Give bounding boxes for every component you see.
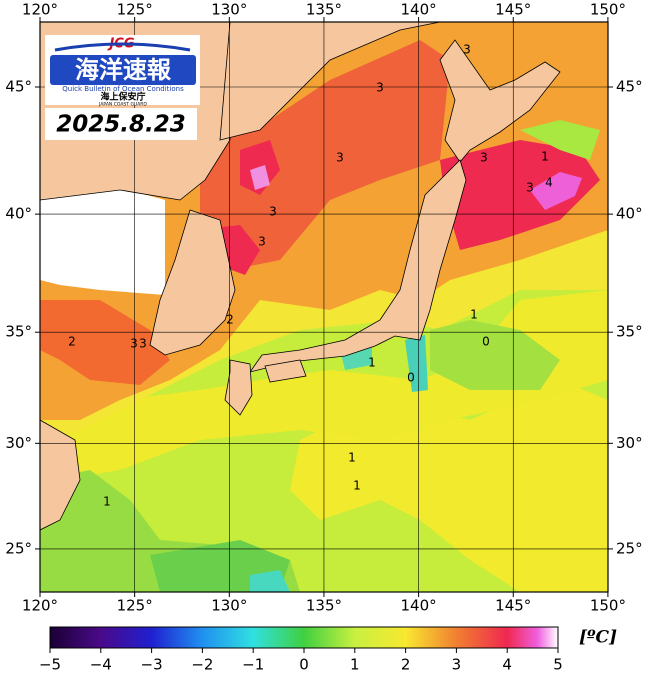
lon-label: 150° <box>590 1 626 19</box>
lat-label: 25° <box>5 539 32 557</box>
map-frame <box>39 21 609 593</box>
contour-label: 3 <box>336 151 344 165</box>
colorbar-label: 0 <box>299 656 309 674</box>
lon-label: 145° <box>495 1 531 19</box>
contour-label: 0 <box>407 371 415 385</box>
contour-label: 1 <box>470 308 478 322</box>
lon-label: 125° <box>117 1 153 19</box>
logo: JCG 海洋速報 Quick Bulletin of Ocean Conditi… <box>45 35 200 140</box>
contour-label: 3 <box>269 205 277 219</box>
contour-label: 4 <box>545 176 553 190</box>
lon-label: 145° <box>495 597 531 615</box>
lon-label: 135° <box>306 1 342 19</box>
colorbar-label: 4 <box>502 656 512 674</box>
lon-label: 120° <box>22 597 58 615</box>
lat-label: 30° <box>616 434 643 452</box>
contour-label: 1 <box>368 356 376 370</box>
colorbar-ticks: −5 −4 −3 −2 −1 0 1 2 3 4 5 <box>39 648 563 674</box>
contour-label: 3 <box>376 81 384 95</box>
lat-label: 25° <box>616 539 643 557</box>
lon-label: 130° <box>211 1 247 19</box>
lon-label: 140° <box>401 1 437 19</box>
lat-label: 35° <box>5 323 32 341</box>
contour-label: 3 <box>480 151 488 165</box>
lat-label: 35° <box>616 323 643 341</box>
colorbar-label: 1 <box>350 656 360 674</box>
colorbar-unit: [ºC] <box>579 628 617 648</box>
logo-title: 海洋速報 <box>75 56 172 84</box>
colorbar-label: −4 <box>90 656 112 674</box>
colorbar-label: −3 <box>141 656 163 674</box>
contour-label: 2 <box>226 313 234 327</box>
contour-label: 0 <box>482 335 490 349</box>
logo-agency: 海上保安庁 <box>100 91 145 103</box>
contour-label: 3 <box>139 337 147 351</box>
date-box <box>45 108 197 140</box>
lat-label: 40° <box>616 205 643 223</box>
colorbar-label: 3 <box>452 656 462 674</box>
contour-label: 3 <box>130 337 138 351</box>
contour-label: 3 <box>463 43 471 57</box>
logo-subtitle: Quick Bulletin of Ocean Conditions <box>62 85 184 93</box>
contour-label: 1 <box>541 150 549 164</box>
lon-label: 140° <box>401 597 437 615</box>
lat-label: 40° <box>5 205 32 223</box>
logo-agency-en: JAPAN COAST GUARD <box>98 102 147 108</box>
contour-label: 1 <box>103 495 111 509</box>
lon-label: 130° <box>211 597 247 615</box>
contour-label: 1 <box>353 479 361 493</box>
colorbar <box>49 626 559 649</box>
date: 2025.8.23 <box>56 112 186 138</box>
colorbar-label: 2 <box>401 656 411 674</box>
contour-label: 3 <box>526 181 534 195</box>
lon-label: 135° <box>306 597 342 615</box>
colorbar-label: 5 <box>553 656 563 674</box>
lon-label: 125° <box>117 597 153 615</box>
lat-label: 30° <box>5 434 32 452</box>
lon-label: 120° <box>22 1 58 19</box>
contour-label: 1 <box>348 451 356 465</box>
lon-label: 150° <box>590 597 626 615</box>
contour-label: 3 <box>258 235 266 249</box>
lat-label: 45° <box>616 78 643 96</box>
colorbar-label: −1 <box>242 656 264 674</box>
lat-label: 45° <box>5 78 32 96</box>
colorbar-label: −5 <box>39 656 61 674</box>
contour-label: 2 <box>68 335 76 349</box>
colorbar-label: −2 <box>191 656 213 674</box>
